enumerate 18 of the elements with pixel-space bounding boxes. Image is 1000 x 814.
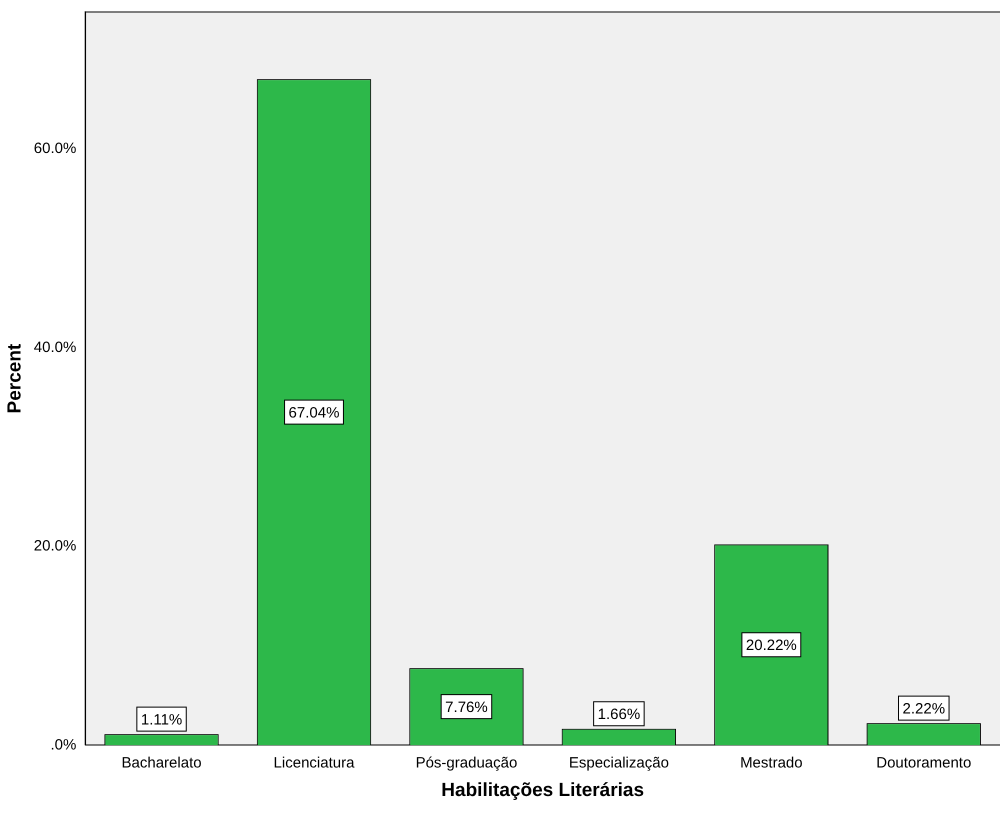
data-label: 2.22% bbox=[902, 700, 946, 718]
data-label: 20.22% bbox=[746, 636, 797, 654]
y-tick-label: 20.0% bbox=[34, 538, 76, 555]
data-label: 1.11% bbox=[140, 711, 182, 728]
x-tick-label: Doutoramento bbox=[876, 754, 972, 772]
x-tick-label: Bacharelato bbox=[122, 754, 202, 772]
x-tick-label: Pós-graduação bbox=[416, 754, 518, 772]
x-tick-label: Especialização bbox=[568, 754, 669, 772]
y-tick-label: 40.0% bbox=[34, 338, 76, 356]
data-label: 67.04% bbox=[288, 404, 340, 422]
x-tick-label: Mestrado bbox=[740, 754, 803, 772]
data-label: 7.76% bbox=[445, 698, 488, 716]
y-tick-label: 60.0% bbox=[34, 140, 76, 158]
y-tick-label: .0% bbox=[50, 736, 76, 754]
x-axis-title: Habilitações Literárias bbox=[441, 780, 644, 801]
data-label: 1.66% bbox=[598, 706, 640, 723]
y-axis-title: Percent bbox=[4, 343, 26, 414]
x-tick-label: Licenciatura bbox=[274, 754, 356, 772]
